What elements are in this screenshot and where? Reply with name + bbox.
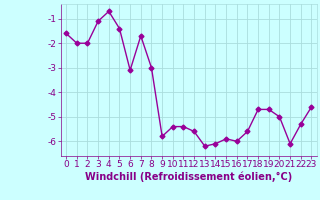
X-axis label: Windchill (Refroidissement éolien,°C): Windchill (Refroidissement éolien,°C) [85, 172, 292, 182]
